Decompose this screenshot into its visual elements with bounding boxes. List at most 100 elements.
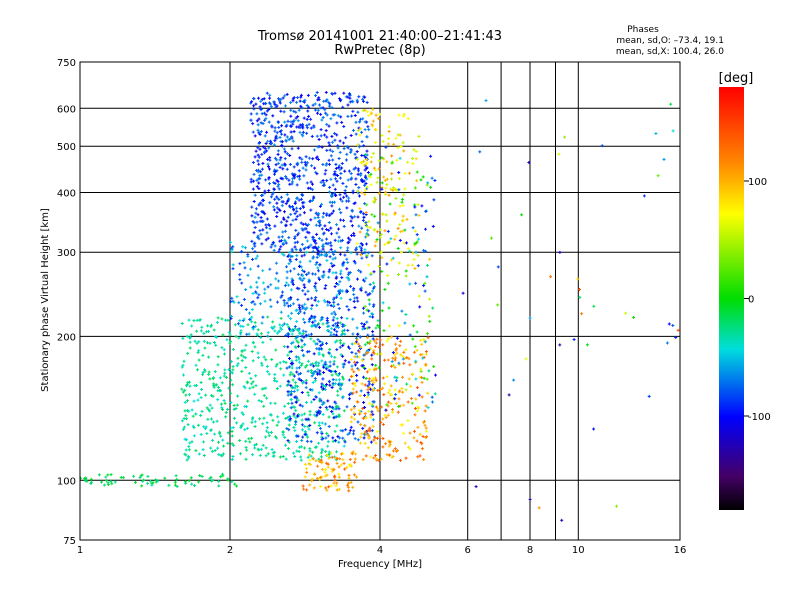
data-point — [280, 204, 284, 208]
data-point — [352, 234, 356, 238]
data-point — [274, 348, 278, 352]
data-point — [358, 194, 361, 198]
data-point — [309, 117, 313, 121]
data-point — [353, 457, 357, 461]
data-point — [308, 423, 312, 427]
data-point — [325, 113, 329, 117]
data-point — [275, 178, 279, 182]
data-point — [370, 410, 374, 414]
data-point — [317, 138, 321, 141]
data-point — [350, 224, 354, 228]
data-point — [359, 210, 363, 213]
data-point — [309, 243, 313, 247]
data-point — [327, 141, 331, 145]
data-point — [374, 113, 378, 117]
data-point — [337, 165, 341, 169]
data-point — [360, 382, 364, 386]
data-point — [338, 292, 341, 296]
data-point — [306, 359, 310, 363]
data-point — [328, 185, 332, 189]
data-point — [251, 359, 255, 363]
data-point — [311, 381, 315, 384]
data-point — [371, 383, 375, 387]
data-point — [305, 230, 309, 234]
data-point — [295, 320, 299, 323]
data-point — [320, 437, 324, 441]
data-point — [350, 114, 354, 118]
data-point — [294, 420, 298, 424]
data-point — [327, 450, 331, 454]
data-point — [186, 423, 190, 427]
data-point — [193, 484, 196, 488]
data-point — [399, 458, 402, 462]
data-point — [372, 270, 376, 274]
data-point — [395, 351, 399, 355]
data-point — [524, 357, 528, 361]
data-point — [326, 242, 330, 246]
data-point — [289, 350, 293, 353]
data-point — [246, 323, 250, 327]
data-point — [190, 482, 194, 486]
data-point — [371, 151, 375, 155]
data-point — [329, 484, 333, 488]
data-point — [269, 305, 273, 309]
data-point — [196, 423, 200, 427]
data-point — [294, 355, 298, 359]
data-point — [366, 446, 370, 450]
data-point — [253, 134, 257, 138]
data-point — [371, 333, 375, 337]
data-point — [333, 285, 337, 289]
data-point — [250, 239, 254, 243]
data-point — [320, 274, 324, 278]
data-point — [301, 166, 305, 170]
data-point — [301, 193, 305, 197]
data-point — [286, 353, 290, 357]
data-point — [355, 338, 359, 342]
data-point — [424, 352, 428, 356]
data-point — [268, 96, 272, 100]
data-point — [340, 333, 344, 337]
data-point — [245, 448, 249, 452]
data-point — [265, 426, 269, 430]
data-point — [218, 376, 222, 380]
data-point — [297, 287, 301, 291]
data-point — [272, 143, 276, 147]
data-point — [374, 240, 378, 244]
data-point — [253, 446, 257, 450]
data-point — [286, 379, 290, 383]
data-point — [374, 168, 378, 172]
data-point — [258, 133, 262, 136]
data-point — [319, 460, 323, 464]
data-point — [383, 413, 387, 417]
colorbar-label: [deg] — [719, 71, 754, 86]
data-point — [338, 176, 342, 180]
data-point — [240, 359, 244, 363]
data-point — [408, 333, 412, 337]
data-point — [383, 243, 387, 246]
data-point — [294, 258, 298, 261]
data-point — [183, 388, 187, 392]
data-point — [277, 126, 281, 129]
data-point — [356, 172, 360, 176]
data-point — [317, 421, 321, 425]
data-point — [309, 180, 313, 184]
data-point — [402, 431, 406, 435]
data-point — [424, 249, 428, 253]
data-point — [284, 223, 288, 227]
data-point — [402, 112, 406, 116]
data-point — [365, 395, 369, 399]
data-point — [249, 285, 253, 289]
data-point — [317, 276, 321, 280]
data-point — [193, 339, 197, 343]
data-point — [401, 214, 405, 218]
data-point — [340, 162, 344, 165]
data-point — [342, 224, 346, 228]
data-point — [289, 317, 293, 321]
data-point — [298, 99, 302, 103]
data-point — [366, 351, 370, 355]
data-point — [220, 317, 224, 321]
data-point — [291, 218, 295, 222]
stats-x-mode: mean, sd,X: 100.4, 26.0 — [616, 47, 724, 57]
data-point — [338, 378, 341, 382]
data-point — [385, 219, 389, 223]
